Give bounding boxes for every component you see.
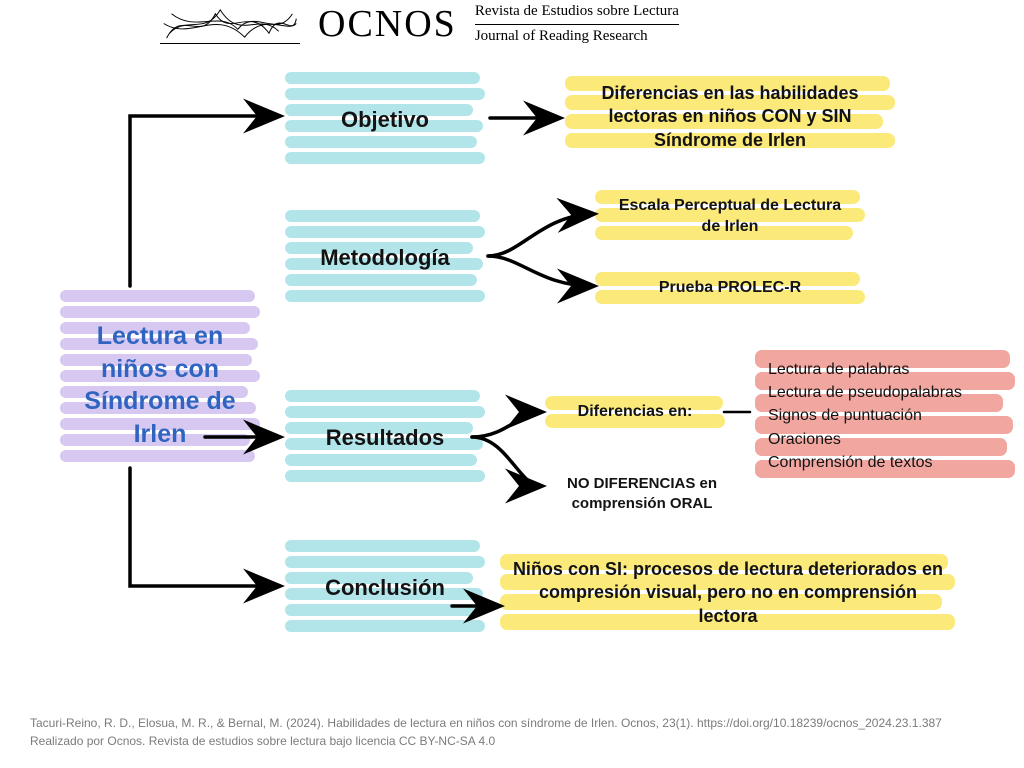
conclusion-node: Conclusión [300, 574, 470, 603]
metodologia-node: Metodología [300, 244, 470, 273]
objetivo-detail: Diferencias en las habilidades lectoras … [570, 82, 890, 152]
footer-citation: Tacuri-Reino, R. D., Elosua, M. R., & Be… [30, 714, 942, 732]
conclusion-detail: Niños con SI: procesos de lectura deteri… [508, 558, 948, 628]
list-item: Lectura de pseudopalabras [768, 384, 962, 401]
resultados-diff-label: Diferencias en: [550, 402, 720, 423]
journal-header: OCNOS Revista de Estudios sobre Lectura … [160, 0, 880, 48]
resultados-node: Resultados [300, 424, 470, 453]
logo-scribble-icon [160, 4, 300, 44]
logo-text: OCNOS [318, 2, 457, 46]
footer-license: Realizado por Ocnos. Revista de estudios… [30, 732, 942, 750]
list-item: Comprensión de textos [768, 454, 933, 471]
journal-title-es: Revista de Estudios sobre Lectura [475, 2, 679, 25]
resultados-nodiff-label: NO DIFERENCIAS en comprensión ORAL [542, 474, 742, 513]
journal-title-block: Revista de Estudios sobre Lectura Journa… [475, 2, 679, 46]
root-node: Lectura en niños con Síndrome de Irlen [65, 320, 255, 450]
resultados-list: Lectura de palabras Lectura de pseudopal… [768, 358, 1018, 474]
metodologia-detail2: Prueba PROLEC-R [610, 278, 850, 299]
list-item: Signos de puntuación [768, 407, 922, 424]
objetivo-node: Objetivo [300, 106, 470, 135]
journal-title-en: Journal of Reading Research [475, 25, 679, 47]
metodologia-detail1: Escala Perceptual de Lectura de Irlen [610, 196, 850, 238]
list-item: Lectura de palabras [768, 361, 909, 378]
list-item: Oraciones [768, 431, 841, 448]
footer-citation-block: Tacuri-Reino, R. D., Elosua, M. R., & Be… [30, 714, 942, 750]
